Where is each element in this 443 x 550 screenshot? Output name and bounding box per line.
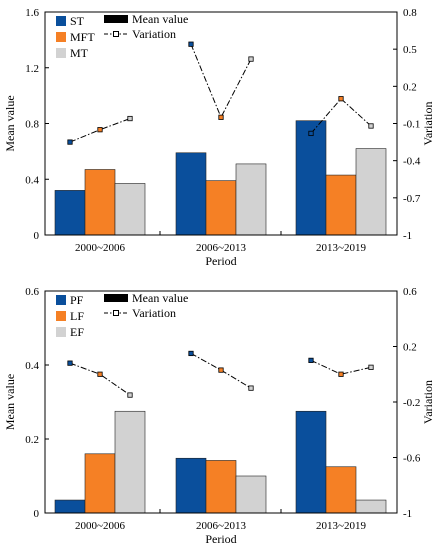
bar-mt-3: [355, 148, 387, 236]
y2-tick-label: 0.8: [403, 7, 417, 19]
x-tick-label: 2006~2013: [196, 242, 246, 254]
bar-lf-3: [325, 466, 357, 514]
legend-label-mean: Mean value: [132, 291, 188, 305]
y2-tick-label: 0.5: [403, 44, 417, 56]
variation-point-3-2: [338, 96, 344, 102]
y2-tick-label: 0.2: [403, 81, 417, 93]
chart-panel-2: 0 0.2 0.4 0.6 -1 -0.6 -0.2 0.2 0.6 2000~2006 2006~…: [3, 286, 435, 546]
legend-label-pf: PF: [70, 293, 84, 307]
y-tick-label: 1.2: [25, 63, 39, 75]
y-tick-label: 0: [34, 508, 40, 520]
y2-tick-label: -1: [403, 230, 412, 242]
x-axis-title: Period: [205, 532, 236, 546]
y2-tick-label: -0.1: [403, 119, 420, 131]
x-tick-label: 2013~2019: [316, 242, 366, 254]
variation-line-2: [190, 44, 252, 119]
y2-tick-label: 0.2: [403, 342, 417, 354]
bar-st-1: [54, 190, 86, 236]
bar-ef-3: [355, 499, 387, 514]
variation-point-1-3: [127, 392, 133, 398]
y2-tick-label: 0.6: [403, 286, 417, 298]
variation-point-2-2: [218, 114, 224, 120]
variation-point-3-3: [368, 123, 374, 129]
legend-label-variation: Variation: [132, 27, 176, 41]
x-tick-label: 2006~2013: [196, 520, 246, 532]
variation-point-3-1: [308, 357, 314, 363]
y2-tick-label: -0.2: [403, 397, 420, 409]
variation-point-3-3: [368, 364, 374, 370]
legend-swatch-mean: [104, 294, 128, 302]
legend-marker-variation: [113, 310, 119, 316]
y-tick-label: 1.6: [25, 7, 39, 19]
legend-marker-variation: [113, 31, 119, 37]
bar-lf-2: [205, 460, 237, 514]
variation-line-2: [190, 353, 252, 389]
bar-mft-3: [325, 174, 357, 236]
variation-point-1-1: [67, 360, 73, 366]
variation-line-1: [69, 362, 131, 396]
legend-swatch-mean: [104, 15, 128, 23]
variation-point-1-1: [67, 139, 73, 145]
bar-mft-1: [84, 169, 116, 236]
y-axis-title: Mean value: [3, 374, 17, 430]
variation-point-2-3: [248, 56, 254, 62]
y2-tick-label: -0.6: [403, 453, 421, 465]
variation-point-2-1: [188, 41, 194, 47]
bar-ef-2: [235, 475, 267, 514]
legend-label-st: ST: [70, 14, 85, 28]
y-tick-label: 0.4: [25, 360, 39, 372]
bar-pf-2: [175, 457, 207, 514]
x-tick-label: 2000~2006: [75, 520, 125, 532]
variation-line-3: [310, 98, 372, 134]
legend-swatch-lf: [56, 311, 66, 321]
legend-label-lf: LF: [70, 309, 84, 323]
variation-point-2-1: [188, 350, 194, 357]
bar-mft-2: [205, 180, 237, 236]
y2-axis-title: Variation: [421, 102, 435, 146]
y2-tick-label: -0.4: [403, 156, 421, 168]
bar-mt-2: [235, 163, 267, 236]
variation-point-1-2: [97, 371, 103, 377]
variation-point-1-2: [97, 127, 103, 133]
variation-point-2-3: [248, 385, 254, 391]
legend-label-mft: MFT: [70, 30, 95, 44]
x-axis-title: Period: [205, 254, 236, 268]
y-tick-label: 0: [34, 230, 40, 242]
y-tick-label: 0.2: [25, 434, 39, 446]
y2-axis-title: Variation: [421, 380, 435, 424]
bar-st-2: [175, 152, 207, 236]
chart-panel-1: 0 0.4 0.8 1.2 1.6 -1 -0.7 -0.4 -0.1 0.2 0.5 0.8 2000…: [3, 7, 435, 268]
y-tick-label: 0.8: [25, 119, 39, 131]
y2-tick-label: -1: [403, 508, 412, 520]
legend-label-mean: Mean value: [132, 12, 188, 26]
bar-mt-1: [114, 183, 146, 236]
bar-pf-3: [295, 410, 327, 514]
x-tick-label: 2000~2006: [75, 242, 125, 254]
x-tick-label: 2013~2019: [316, 520, 366, 532]
variation-point-2-2: [218, 367, 224, 373]
bar-ef-1: [114, 410, 146, 514]
legend-label-mt: MT: [70, 46, 89, 60]
y2-tick-label: -0.7: [403, 193, 421, 205]
legend-swatch-pf: [56, 295, 66, 305]
legend-swatch-mft: [56, 32, 66, 42]
y-tick-label: 0.4: [25, 174, 39, 186]
y-axis-title: Mean value: [3, 95, 17, 151]
variation-point-3-2: [338, 371, 344, 377]
variation-point-1-3: [127, 115, 133, 122]
legend-swatch-ef: [56, 327, 66, 337]
bar-pf-1: [54, 499, 86, 514]
legend-label-ef: EF: [70, 325, 84, 339]
legend-label-variation: Variation: [132, 306, 176, 320]
y-tick-label: 0.6: [25, 286, 39, 298]
bar-st-3: [295, 120, 327, 236]
variation-point-3-1: [308, 130, 314, 137]
legend-swatch-st: [56, 16, 66, 26]
legend-swatch-mt: [56, 48, 66, 58]
bar-lf-1: [84, 453, 116, 514]
